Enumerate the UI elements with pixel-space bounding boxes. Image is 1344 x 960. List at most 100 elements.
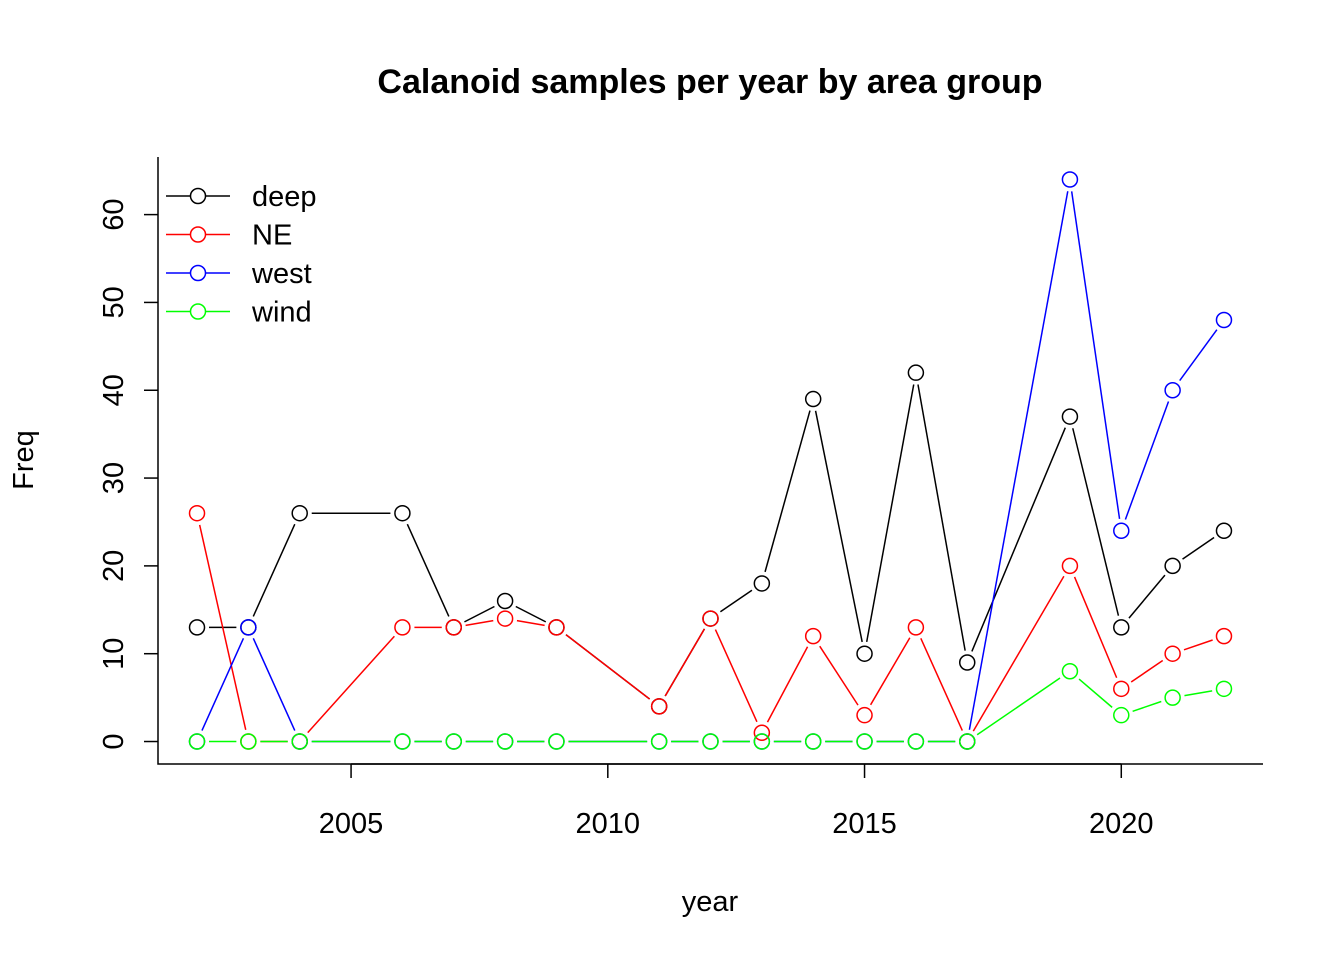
series-segment — [719, 589, 753, 613]
series-segment — [1124, 401, 1170, 520]
legend-label: west — [251, 258, 312, 290]
y-tick-label: 50 — [98, 286, 130, 318]
series-segment — [201, 637, 245, 731]
legend-label: deep — [252, 181, 317, 213]
data-point — [548, 619, 565, 636]
series-segment — [565, 634, 651, 700]
x-axis: 2005 2010 2015 2020 — [319, 763, 1154, 840]
chart-title: Calanoid samples per year by area group — [377, 63, 1042, 101]
legend-item-deep: deep — [166, 181, 317, 213]
data-point — [1215, 627, 1233, 645]
x-tick-label: 2005 — [319, 808, 384, 840]
data-point — [1061, 557, 1079, 575]
series-segment — [814, 410, 863, 643]
series-segment — [714, 629, 758, 723]
series-segment — [252, 637, 296, 731]
data-point — [1113, 706, 1130, 724]
legend-label: NE — [252, 220, 292, 252]
data-point — [650, 733, 668, 750]
data-point — [1215, 680, 1233, 698]
data-point — [394, 619, 411, 636]
series-segment — [307, 635, 395, 734]
legend-marker — [189, 303, 207, 320]
series-segment — [766, 646, 809, 723]
legend-marker — [189, 226, 207, 243]
y-tick-label: 30 — [98, 462, 130, 494]
series-segment — [764, 410, 811, 573]
data-point — [1113, 522, 1130, 540]
series-segment — [664, 628, 706, 697]
series-segment — [465, 619, 494, 627]
data-point — [188, 733, 206, 750]
data-point — [394, 733, 411, 750]
data-point — [753, 724, 771, 741]
y-tick-label: 40 — [98, 374, 130, 406]
y-tick-label: 10 — [98, 638, 130, 670]
data-point — [804, 733, 822, 750]
data-point — [291, 733, 308, 750]
series-segment — [971, 427, 1067, 652]
data-point — [1061, 663, 1079, 680]
y-tick-label: 0 — [98, 733, 130, 749]
series-segment — [819, 645, 859, 706]
legend-marker — [189, 264, 207, 282]
series-segment — [976, 677, 1061, 736]
data-point — [1061, 408, 1079, 425]
series-deep — [188, 364, 1233, 715]
data-point — [240, 619, 257, 636]
data-point — [1215, 311, 1233, 329]
data-point — [1061, 171, 1079, 188]
series-segment — [1182, 536, 1215, 560]
series-NE — [188, 504, 1233, 750]
data-point — [804, 390, 822, 408]
data-point — [804, 627, 822, 645]
data-point — [856, 706, 873, 724]
series-segment — [516, 619, 545, 627]
data-point — [445, 619, 463, 636]
data-point — [1164, 557, 1181, 575]
legend-item-wind: wind — [166, 297, 312, 329]
data-point — [753, 575, 771, 592]
y-tick-label: 60 — [98, 198, 130, 230]
data-point — [702, 610, 719, 627]
data-point — [496, 733, 514, 750]
legend: deep NE west wind — [166, 181, 317, 329]
x-tick-label: 2010 — [576, 808, 641, 840]
series-segment — [968, 191, 1069, 730]
series-segment — [869, 637, 911, 706]
series-segment — [920, 637, 963, 731]
series-segment — [972, 575, 1065, 732]
series-segment — [198, 524, 247, 730]
data-point — [856, 733, 873, 750]
series-segment — [252, 523, 296, 617]
legend-label: wind — [251, 297, 312, 329]
y-axis-label: Freq — [8, 430, 40, 490]
series-segment — [464, 605, 495, 623]
series-segment — [1183, 639, 1213, 651]
data-point — [394, 504, 411, 522]
data-point — [753, 733, 771, 750]
data-point — [907, 619, 925, 636]
data-point — [188, 619, 206, 636]
series-segment — [1184, 690, 1213, 697]
data-point — [1164, 689, 1181, 706]
series-segment — [1132, 700, 1162, 712]
series-segment — [865, 384, 915, 643]
data-point — [496, 592, 514, 610]
plot-frame — [157, 157, 1263, 765]
series-segment — [515, 605, 547, 623]
series-segment — [1128, 574, 1166, 619]
data-point — [291, 504, 308, 522]
series-segment — [1130, 659, 1164, 683]
legend-item-NE: NE — [166, 220, 292, 252]
data-point — [1164, 381, 1181, 399]
data-point — [1164, 645, 1181, 662]
y-axis: 0 10 20 30 40 50 60 — [98, 198, 158, 750]
data-point — [188, 504, 206, 522]
series-wind — [188, 663, 1233, 750]
legend-item-west: west — [166, 258, 312, 290]
data-point — [958, 654, 976, 671]
data-point — [856, 645, 873, 662]
data-point — [240, 733, 257, 750]
series-west — [188, 171, 1233, 750]
